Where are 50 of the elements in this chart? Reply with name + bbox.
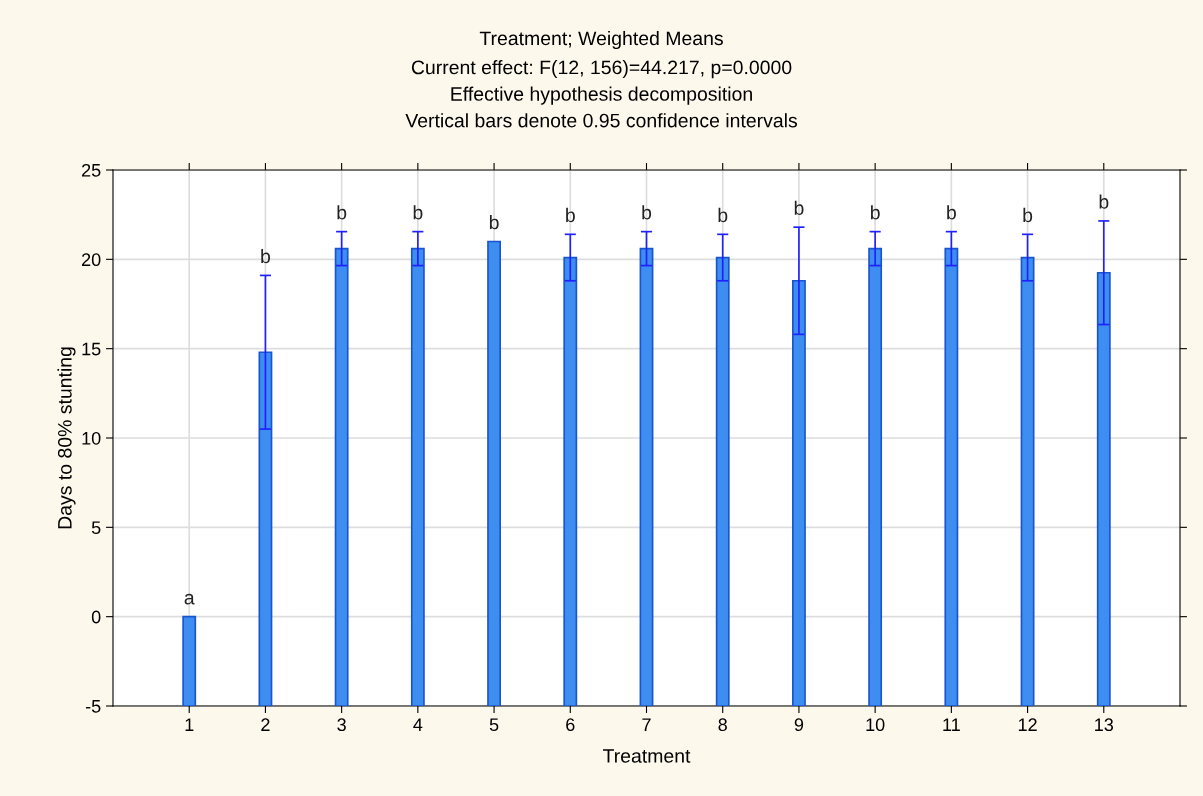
annotation: b (337, 205, 347, 220)
bar (487, 240, 502, 706)
y-tick-label: -5 (85, 700, 101, 713)
y-tick-label: 0 (91, 610, 101, 624)
x-tick-label: 1 (185, 718, 194, 731)
annotation: b (413, 205, 423, 220)
x-tick-label: 13 (1095, 718, 1114, 732)
x-tick-label: 5 (489, 718, 499, 732)
y-tick-label: 25 (82, 163, 101, 177)
x-tick-label: 7 (642, 718, 651, 731)
annotation: b (566, 207, 575, 223)
x-axis-title: Treatment (603, 749, 691, 763)
annotation: b (642, 205, 652, 220)
x-tick-label: 4 (413, 718, 423, 731)
x-tick-label: 2 (261, 718, 270, 731)
y-tick-label: 15 (82, 342, 101, 356)
x-tick-label: 6 (566, 718, 575, 732)
bar (334, 247, 349, 706)
x-tick-label: 9 (794, 718, 804, 732)
chart-title: Treatment; Weighted Means (479, 30, 723, 50)
x-tick-label: 3 (337, 718, 346, 732)
y-tick-label: 5 (91, 521, 101, 535)
bar (1096, 271, 1111, 706)
bar (258, 351, 273, 706)
annotation: b (947, 205, 956, 220)
bar (410, 247, 425, 706)
x-tick-label: 12 (1018, 718, 1037, 731)
annotation: b (718, 207, 728, 223)
bar (868, 247, 883, 706)
x-tick-label: 8 (718, 718, 727, 732)
y-tick-label: 20 (82, 253, 101, 267)
bar (563, 256, 578, 706)
annotation: b (489, 215, 499, 230)
bar (715, 256, 730, 706)
chart-subtitle: Current effect: F(12, 156)=44.217, p=0.0000 Effective hypothesis decomposition Vertical bars denote 0.95 confidence intervals (405, 60, 797, 128)
y-tick-label: 10 (82, 431, 101, 445)
x-tick-label: 10 (866, 718, 885, 732)
annotation: b (1023, 207, 1033, 223)
bar (182, 615, 197, 706)
annotation: b (1099, 194, 1109, 209)
y-axis-title: Days to 80% stunting (57, 347, 76, 529)
annotation: b (261, 248, 271, 264)
bar (791, 279, 806, 706)
bar (1020, 256, 1035, 706)
annotation: b (870, 205, 880, 220)
annotation: a (184, 593, 195, 605)
annotation: b (794, 200, 804, 215)
x-tick-label: 11 (943, 718, 960, 731)
bar (639, 247, 654, 706)
bar (944, 247, 959, 706)
